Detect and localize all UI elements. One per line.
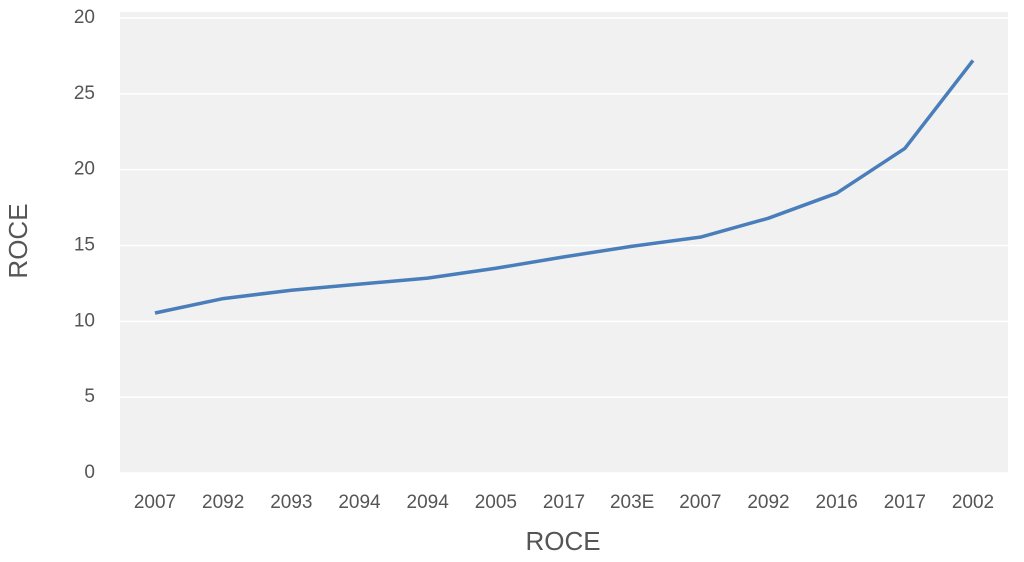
x-tick-label: 2094 [407,492,450,513]
y-tick-label: 10 [74,310,95,331]
y-tick-label: 0 [84,462,95,483]
y-axis-title: ROCE [3,203,33,278]
y-tick-label: 5 [84,386,95,407]
x-axis-title: ROCE [525,526,600,556]
y-tick-label: 15 [74,235,95,256]
x-tick-label: 2092 [747,492,789,513]
x-tick-label: 2002 [952,492,994,513]
y-tick-label: 20 [74,7,95,28]
x-tick-label: 2016 [816,492,858,513]
x-tick-label: 2007 [134,492,176,513]
x-tick-label: 2017 [543,492,585,513]
y-tick-label: 20 [74,159,95,180]
x-tick-label: 2094 [338,492,381,513]
x-tick-label: 203E [610,492,654,513]
y-tick-label: 25 [74,83,95,104]
x-tick-label: 2092 [202,492,244,513]
plot-area [120,12,1008,473]
x-tick-label: 2005 [475,492,517,513]
x-tick-label: 2017 [884,492,926,513]
x-tick-label: 2093 [270,492,312,513]
line [154,59,975,315]
x-tick-label: 2007 [679,492,721,513]
